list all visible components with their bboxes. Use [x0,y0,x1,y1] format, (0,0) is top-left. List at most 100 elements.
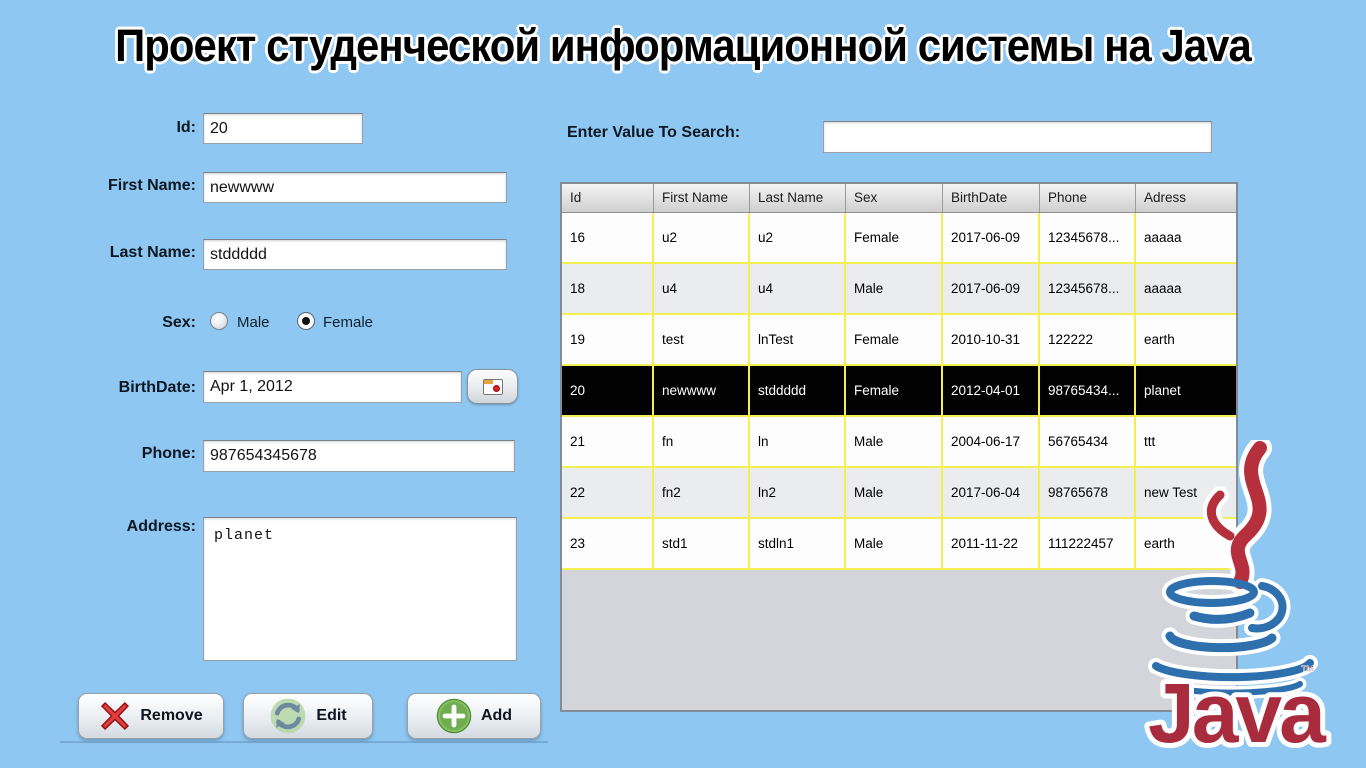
table-cell: 12345678... [1040,213,1136,262]
table-cell: newwww [654,366,750,415]
id-input[interactable] [203,113,363,144]
calendar-icon [483,379,503,395]
table-header: Id First Name Last Name Sex BirthDate Phone Ad… [562,184,1236,213]
birthdate-label: BirthDate: [118,379,196,396]
address-textarea[interactable]: planet [203,517,517,661]
radio-female-label[interactable]: Female [323,314,374,331]
add-button[interactable]: Add [407,693,541,739]
table-cell: std1 [654,519,750,568]
id-label: Id: [176,119,196,136]
students-table: Id First Name Last Name Sex BirthDate Phone Ad… [560,182,1238,712]
table-header-cell[interactable]: Adress [1144,190,1187,205]
java-logo-text: Java [1148,666,1327,760]
table-cell: ln [750,417,846,466]
radio-female[interactable] [297,312,315,330]
table-row[interactable]: 22 fn2 ln2 Male 2017-06-04 98765678 new Test [562,468,1236,519]
phone-input[interactable] [203,440,515,472]
table-cell: earth [1144,536,1175,551]
table-cell: Male [846,264,943,313]
table-cell: u4 [654,264,750,313]
table-cell: earth [1144,332,1175,347]
table-cell: u2 [654,213,750,262]
table-cell: 2017-06-04 [943,468,1040,517]
calendar-button[interactable] [467,369,518,404]
table-cell: 2012-04-01 [943,366,1040,415]
page-title: Проект студенческой информационной систе… [115,20,1252,71]
table-cell: u2 [750,213,846,262]
table-header-cell[interactable]: Phone [1040,184,1136,212]
table-cell: 16 [562,213,654,262]
last-name-input[interactable] [203,239,507,270]
edit-refresh-icon [270,698,306,734]
table-cell: Female [846,213,943,262]
table-cell: 18 [562,264,654,313]
table-cell: aaaaa [1144,281,1182,296]
table-cell: lnTest [750,315,846,364]
table-empty-area [562,570,1236,710]
table-row[interactable]: 20 newwww stddddd Female 2012-04-01 98765434.… [562,366,1236,417]
table-cell: fn2 [654,468,750,517]
table-cell: 98765434... [1040,366,1136,415]
table-header-cell[interactable]: Id [562,184,654,212]
table-cell: Male [846,519,943,568]
table-header-cell[interactable]: Last Name [750,184,846,212]
table-cell: 2004-06-17 [943,417,1040,466]
table-cell: stddddd [750,366,846,415]
table-cell: Female [846,366,943,415]
add-button-label: Add [480,707,513,724]
add-plus-icon [436,698,472,734]
sex-label: Sex: [162,314,196,331]
form-panel-edge [60,741,548,743]
table-cell: ln2 [750,468,846,517]
table-cell: 19 [562,315,654,364]
table-cell: 111222457 [1040,519,1136,568]
table-cell: 12345678... [1040,264,1136,313]
table-row[interactable]: 19 test lnTest Female 2010-10-31 122222 earth [562,315,1236,366]
remove-x-icon [101,701,130,731]
table-cell: aaaaa [1144,230,1182,245]
phone-label: Phone: [141,445,196,462]
table-cell: new Test [1144,485,1198,500]
remove-button[interactable]: Remove [78,693,224,739]
table-row[interactable]: 23 std1 stdln1 Male 2011-11-22 111222457 earth [562,519,1236,570]
table-header-cell[interactable]: Sex [846,184,943,212]
table-cell: fn [654,417,750,466]
table-row[interactable]: 21 fn ln Male 2004-06-17 56765434 ttt [562,417,1236,468]
table-cell: 2017-06-09 [943,264,1040,313]
table-cell: 98765678 [1040,468,1136,517]
table-cell: Male [846,468,943,517]
search-input[interactable] [823,121,1212,153]
table-cell: 23 [562,519,654,568]
table-cell: planet [1144,383,1181,398]
table-cell: 22 [562,468,654,517]
radio-male-label[interactable]: Male [237,314,270,331]
table-cell: 21 [562,417,654,466]
table-row[interactable]: 18 u4 u4 Male 2017-06-09 12345678... aaaaa [562,264,1236,315]
edit-button-label: Edit [316,707,347,724]
table-cell: 2010-10-31 [943,315,1040,364]
java-logo-tm: ™ [1300,663,1315,680]
first-name-input[interactable] [203,172,507,203]
radio-male[interactable] [210,312,228,330]
table-cell: ttt [1144,434,1156,449]
remove-button-label: Remove [140,707,203,724]
table-header-cell[interactable]: BirthDate [943,184,1040,212]
table-cell: test [654,315,750,364]
table-cell: 2011-11-22 [943,519,1040,568]
table-cell: Female [846,315,943,364]
search-label: Enter Value To Search: [567,124,741,141]
table-body: 16 u2 u2 Female 2017-06-09 12345678... aaaaa 18… [562,213,1236,570]
edit-button[interactable]: Edit [243,693,373,739]
last-name-label: Last Name: [109,244,196,261]
table-header-cell[interactable]: First Name [654,184,750,212]
table-cell: 122222 [1040,315,1136,364]
address-label: Address: [126,518,196,535]
table-cell: u4 [750,264,846,313]
table-cell: Male [846,417,943,466]
table-cell: stdln1 [750,519,846,568]
table-row[interactable]: 16 u2 u2 Female 2017-06-09 12345678... aaaaa [562,213,1236,264]
table-cell: 20 [562,366,654,415]
table-cell: 2017-06-09 [943,213,1040,262]
birthdate-input[interactable] [203,371,462,403]
